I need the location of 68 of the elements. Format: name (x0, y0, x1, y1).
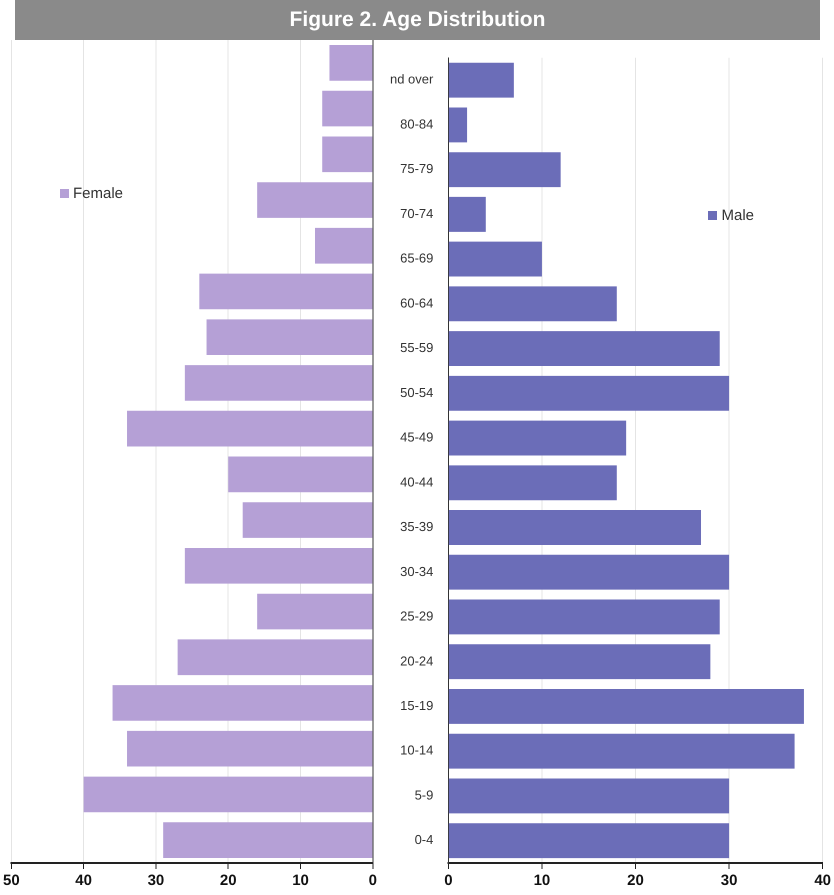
bar (322, 90, 372, 126)
y-tick-label: 50-54 (400, 384, 434, 400)
y-tick-label: 45-49 (400, 430, 434, 445)
text: Figure 2. Age Distribution (15, 0, 820, 40)
y-tick-label: 35-39 (400, 519, 434, 534)
bar (448, 62, 514, 98)
x-tick-label: 30 (148, 872, 164, 890)
x-tick-label: 20 (220, 872, 237, 890)
y-tick-label: 25-29 (400, 608, 434, 624)
bar (184, 548, 372, 584)
bar (257, 594, 372, 630)
bar (448, 688, 804, 724)
bar (448, 554, 730, 590)
bar (178, 639, 372, 676)
bar (228, 456, 372, 492)
x-tick-label: 50 (3, 872, 20, 890)
bar (448, 331, 720, 366)
bar (206, 319, 372, 356)
legend-label: Male (721, 207, 754, 224)
y-tick-label: 55-59 (400, 340, 434, 356)
bar (127, 730, 372, 767)
y-tick-label: 5-9 (414, 787, 434, 802)
y-tick-label: nd over (390, 72, 434, 87)
bar (448, 152, 561, 188)
y-tick-label: 70-74 (400, 206, 434, 221)
bar (242, 502, 372, 538)
bar (448, 196, 486, 232)
bar (84, 776, 372, 812)
x-tick-label: 30 (720, 872, 738, 890)
bar (329, 45, 372, 81)
y-tick-label: 15-19 (400, 698, 434, 714)
x-tick-label: 10 (534, 872, 550, 890)
y-tick-label: 0-4 (414, 832, 434, 848)
y-tick-label: 75-79 (400, 161, 434, 176)
x-tick-label: 40 (814, 872, 831, 890)
bar (112, 685, 372, 721)
x-tick-label: 0 (444, 872, 453, 890)
bar (257, 182, 372, 218)
bar (448, 242, 542, 277)
legend-label: Female (73, 185, 124, 202)
bar (448, 823, 730, 858)
bar (448, 107, 468, 142)
y-tick-label: 20-24 (400, 653, 434, 668)
y-tick-label: 40-44 (400, 474, 434, 490)
y-tick-label: 30-34 (400, 564, 434, 579)
bar (448, 734, 795, 769)
bar (163, 822, 372, 858)
bar (184, 365, 372, 401)
y-tick-label: 65-69 (400, 250, 434, 266)
bar (448, 465, 617, 500)
bar (448, 376, 730, 411)
y-tick-label: 80-84 (400, 116, 434, 132)
bar (199, 274, 372, 310)
x-tick-label: 20 (627, 872, 644, 890)
bar (448, 420, 626, 456)
x-tick-label: 40 (75, 872, 92, 890)
bar (448, 778, 730, 814)
bar (314, 228, 372, 264)
bar (448, 600, 720, 634)
y-tick-label: 60-64 (400, 295, 434, 310)
bar (448, 510, 702, 545)
x-tick-label: 0 (368, 872, 377, 890)
y-tick-label: 10-14 (400, 742, 434, 758)
x-tick-label: 10 (292, 872, 309, 890)
bar (127, 410, 372, 446)
bar (322, 136, 372, 172)
bar (448, 644, 710, 680)
bar (448, 286, 617, 322)
